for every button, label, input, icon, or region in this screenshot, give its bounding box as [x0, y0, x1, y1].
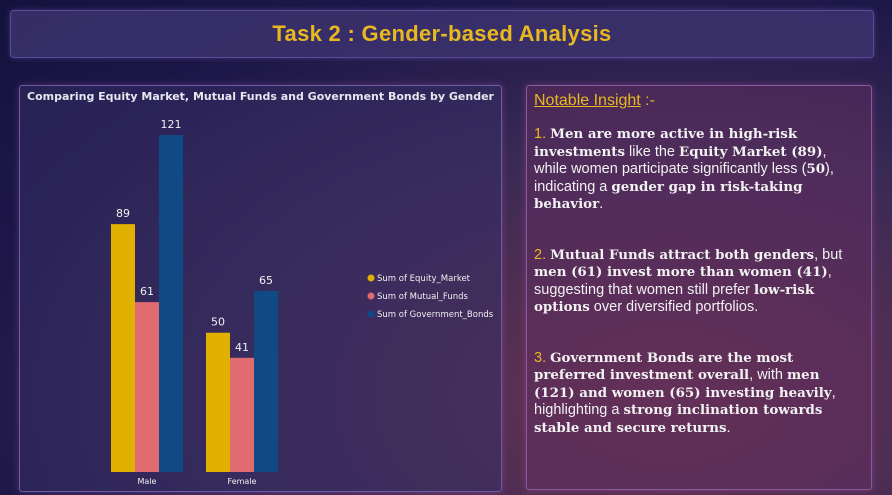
insight-bold: men (61) invest more than women (41): [534, 264, 828, 280]
page-title: Task 2 : Gender-based Analysis: [272, 21, 612, 46]
insight-text: , while women participate significantly …: [534, 143, 827, 178]
insight-text: , with: [749, 367, 788, 383]
insight-bold: Mutual Funds attract both genders: [550, 246, 815, 263]
insight-bold: Government Bonds are the most preferred …: [534, 349, 794, 384]
insight-text: like the: [625, 143, 679, 160]
legend-label: Sum of Government_Bonds: [377, 310, 494, 320]
data-label: 121: [161, 118, 182, 131]
legend-label: Sum of Mutual_Funds: [377, 292, 469, 302]
insight-text: , but: [814, 246, 843, 263]
insight-text: ), indicating a: [534, 161, 834, 195]
insight-heading-text: Notable Insight: [534, 92, 641, 109]
point-number: 2.: [534, 246, 547, 263]
legend-label: Sum of Equity_Market: [377, 274, 471, 284]
insight-point-3: 3. Government Bonds are the most preferr…: [534, 350, 863, 438]
insight-point-1: 1. Men are more active in high-risk inve…: [534, 126, 863, 214]
insight-bold: low-risk options: [534, 281, 815, 316]
insight-bold: Equity Market (89): [679, 143, 823, 160]
insight-heading: Notable Insight :-: [534, 92, 863, 110]
insight-bold: gender gap in risk-taking behavior: [534, 178, 803, 213]
insight-bold: strong inclination towards stable and se…: [534, 402, 823, 436]
insight-text: , highlighting a: [534, 384, 836, 419]
point-number: 3.: [534, 349, 547, 366]
chart-title: Comparing Equity Market, Mutual Funds an…: [27, 90, 494, 103]
insight-text: , suggesting that women still prefer: [534, 264, 832, 298]
data-label: 65: [259, 274, 273, 287]
insight-bold: 50: [806, 161, 826, 177]
legend-marker: [367, 292, 375, 300]
insight-text: over diversified portfolios.: [589, 299, 759, 315]
bar-chart[interactable]: 89 61 121 Male 50 41 65 Female Sum of Equity_Mar…: [20, 86, 501, 491]
bar-male-3[interactable]: [159, 135, 183, 472]
insight-text: .: [599, 196, 604, 212]
insight-text: .: [726, 419, 731, 436]
insight-bold: men (121) and women (65) investing heavi…: [534, 367, 832, 401]
bar-female-2[interactable]: [230, 357, 254, 472]
insight-point-2: 2. Mutual Funds attract both genders, bu…: [534, 247, 863, 317]
point-number: 1.: [534, 126, 547, 142]
x-tick-label: Female: [228, 477, 257, 486]
x-tick-label: Male: [138, 477, 157, 486]
legend-marker: [367, 274, 375, 282]
chart-panel[interactable]: Comparing Equity Market, Mutual Funds an…: [19, 85, 502, 492]
data-label: 89: [116, 207, 130, 220]
bar-female-1[interactable]: [206, 332, 230, 472]
bar-male-1[interactable]: [111, 224, 135, 472]
insight-bold: Men are more active in high-risk investm…: [534, 126, 798, 160]
data-label: 41: [235, 341, 249, 354]
bar-female-3[interactable]: [254, 290, 278, 472]
data-label: 50: [211, 316, 225, 329]
data-label: 61: [140, 285, 154, 298]
header-banner: Task 2 : Gender-based Analysis: [10, 10, 874, 58]
bar-male-2[interactable]: [135, 302, 159, 472]
insight-panel: Notable Insight :- 1. Men are more activ…: [526, 85, 872, 490]
insight-heading-suffix: :-: [640, 92, 655, 109]
legend-marker: [367, 310, 375, 318]
